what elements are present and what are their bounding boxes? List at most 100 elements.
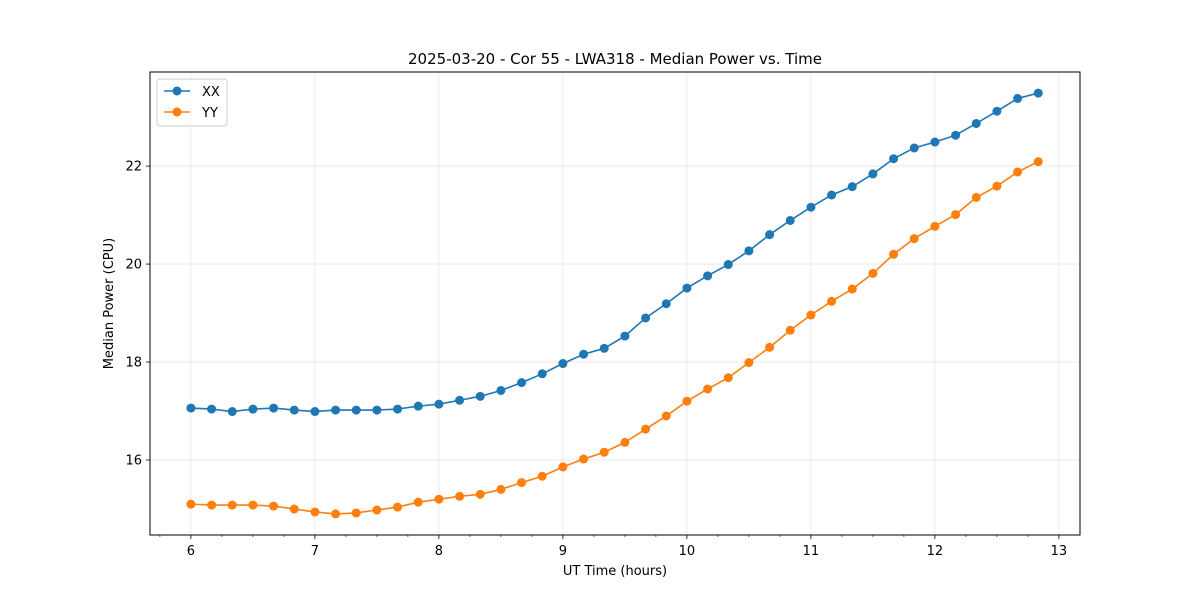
data-point-yy [331, 509, 341, 519]
data-point-xx [248, 404, 258, 414]
data-point-yy [703, 384, 713, 394]
tick-layer: 6 7 8 9 10 11 12 13 16 18 20 22 [125, 160, 1067, 559]
data-point-yy [682, 396, 692, 406]
data-point-yy [496, 484, 506, 494]
data-point-xx [661, 299, 671, 309]
data-point-xx [579, 349, 589, 359]
data-point-xx [599, 343, 609, 353]
data-point-xx [434, 399, 444, 409]
y-tick-label: 22 [125, 160, 142, 175]
data-point-yy [723, 373, 733, 383]
data-point-xx [868, 169, 878, 179]
data-point-xx [269, 403, 279, 413]
data-point-yy [475, 489, 485, 499]
data-point-yy [248, 500, 258, 510]
data-point-yy [393, 502, 403, 512]
data-point-xx [207, 404, 217, 414]
x-tick-label: 9 [559, 544, 567, 559]
data-point-xx [827, 190, 837, 200]
data-point-xx [517, 378, 527, 388]
chart-title: 2025-03-20 - Cor 55 - LWA318 - Median Po… [408, 50, 822, 68]
data-point-yy [372, 505, 382, 515]
data-point-xx [889, 154, 899, 164]
data-point-xx [227, 407, 237, 417]
x-tick-label: 11 [803, 544, 820, 559]
series-layer [186, 88, 1043, 519]
data-point-xx [331, 405, 341, 415]
data-point-xx [785, 215, 795, 225]
data-point-xx [1033, 88, 1043, 98]
data-point-yy [868, 268, 878, 278]
data-point-yy [661, 411, 671, 421]
legend-label-xx: XX [202, 85, 220, 100]
data-point-xx [744, 246, 754, 256]
data-point-yy [951, 210, 961, 220]
legend: XX YY [156, 78, 228, 127]
data-point-yy [434, 494, 444, 504]
x-tick-label: 10 [679, 544, 696, 559]
data-point-xx [413, 401, 423, 411]
data-point-yy [744, 358, 754, 368]
x-axis-label: UT Time (hours) [563, 564, 667, 579]
x-tick-label: 7 [311, 544, 319, 559]
data-point-yy [517, 478, 527, 488]
data-point-xx [372, 405, 382, 415]
data-point-xx [847, 182, 857, 192]
y-tick-label: 18 [125, 356, 142, 371]
data-point-yy [785, 325, 795, 335]
data-point-xx [186, 403, 196, 413]
legend-items: XX YY [164, 85, 220, 121]
data-point-yy [599, 447, 609, 457]
x-tick-label: 6 [187, 544, 195, 559]
data-point-yy [930, 221, 940, 231]
data-point-xx [703, 271, 713, 281]
data-point-xx [930, 137, 940, 147]
x-tick-label: 8 [435, 544, 443, 559]
data-point-yy [1033, 157, 1043, 167]
y-tick-label: 16 [125, 454, 142, 469]
data-point-yy [1013, 167, 1023, 177]
data-point-yy [207, 500, 217, 510]
x-tick-label: 13 [1051, 544, 1068, 559]
data-point-xx [558, 359, 568, 369]
data-point-xx [455, 395, 465, 405]
y-axis-label: Median Power (CPU) [102, 238, 117, 369]
data-point-xx [1013, 93, 1023, 103]
data-point-yy [310, 507, 320, 517]
data-point-yy [641, 424, 651, 434]
x-tick-label: 12 [927, 544, 944, 559]
data-point-yy [186, 499, 196, 509]
data-point-xx [620, 331, 630, 341]
series-line-yy [190, 160, 1039, 515]
data-point-yy [537, 471, 547, 481]
data-point-xx [537, 369, 547, 379]
data-point-xx [806, 202, 816, 212]
data-point-xx [992, 106, 1002, 116]
data-point-yy [620, 437, 630, 447]
data-point-yy [558, 462, 568, 472]
data-point-xx [971, 118, 981, 128]
data-point-yy [971, 192, 981, 202]
data-point-yy [455, 491, 465, 501]
data-point-yy [909, 234, 919, 244]
legend-marker-xx [172, 86, 182, 96]
data-point-xx [723, 260, 733, 270]
data-point-yy [351, 508, 361, 518]
data-point-xx [289, 405, 299, 415]
plot-frame [149, 71, 1081, 536]
grid-layer [150, 72, 1080, 535]
data-point-yy [992, 181, 1002, 191]
data-point-xx [951, 130, 961, 140]
y-tick-label: 20 [125, 258, 142, 273]
data-point-yy [413, 497, 423, 507]
data-point-yy [847, 284, 857, 294]
data-point-xx [682, 283, 692, 293]
legend-label-yy: YY [201, 106, 218, 121]
data-point-xx [641, 313, 651, 323]
data-point-xx [475, 391, 485, 401]
data-point-yy [269, 501, 279, 511]
data-point-xx [765, 230, 775, 240]
data-point-yy [827, 296, 837, 306]
